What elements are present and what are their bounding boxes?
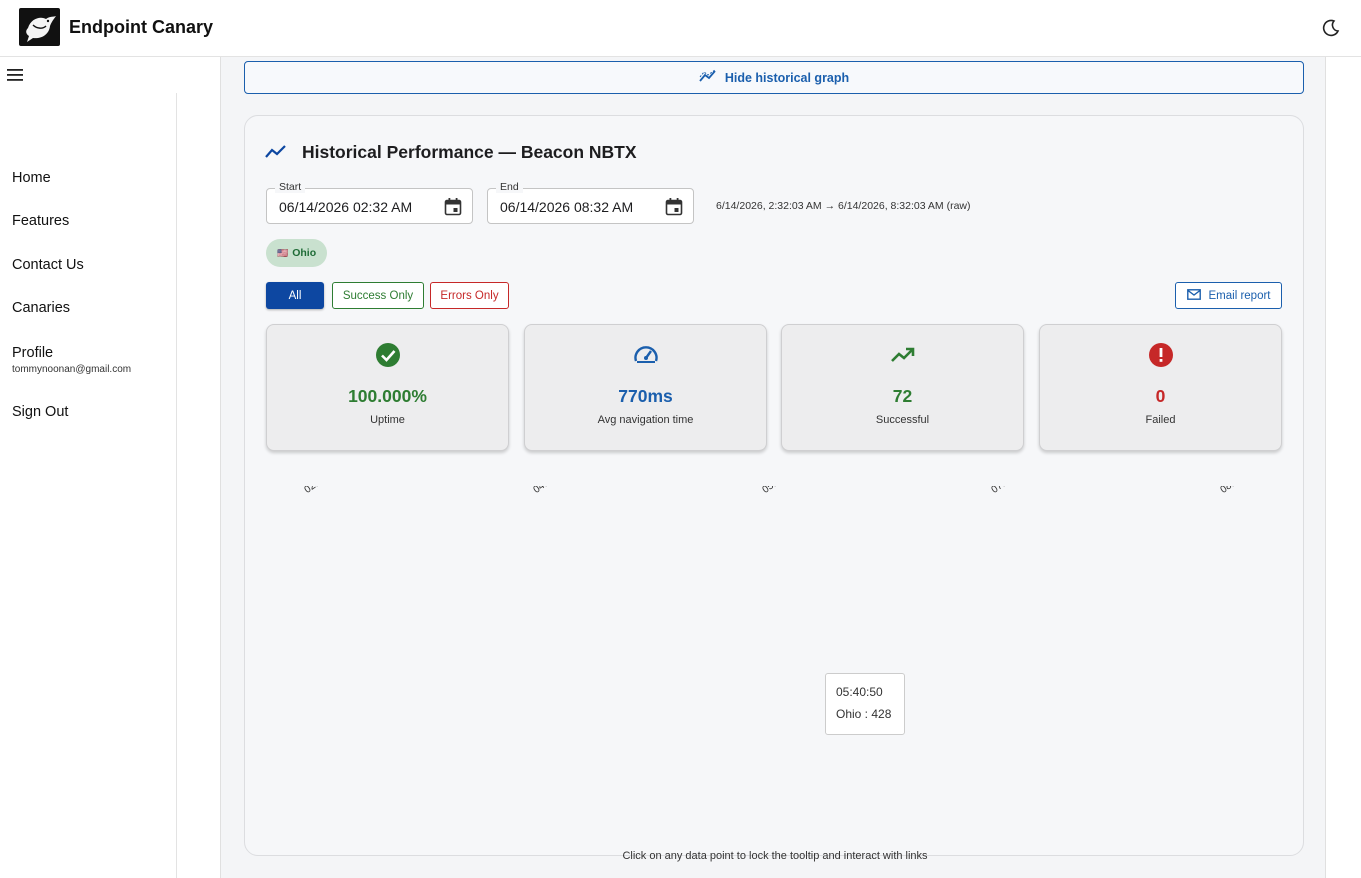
end-value: 06/14/2026 08:32 AM: [500, 199, 634, 215]
failed-label: Failed: [1145, 414, 1176, 426]
nav-home[interactable]: Home: [12, 170, 51, 186]
stat-card-avg-navigation: 770ms Avg navigation time: [524, 324, 767, 451]
x-tick-label: 02:35:49: [303, 486, 342, 496]
stat-card-successful: 72 Successful: [781, 324, 1024, 451]
x-tick-label: 05:39:09: [761, 486, 800, 496]
nav-profile[interactable]: Profile: [12, 345, 54, 361]
end-date-field[interactable]: End 06/14/2026 08:32 AM: [487, 181, 694, 224]
region-chip-ohio[interactable]: 🇺🇸 Ohio: [266, 239, 328, 267]
mail-icon: [1186, 288, 1201, 303]
trending-up-icon: [890, 342, 916, 368]
hide-graph-button[interactable]: Hide historical graph: [244, 61, 1304, 94]
start-date-field[interactable]: Start 06/14/2026 02:32 AM: [266, 181, 473, 224]
start-value: 06/14/2026 02:32 AM: [279, 199, 413, 215]
failed-value: 0: [1155, 386, 1166, 406]
avg-navigation-label: Avg navigation time: [597, 414, 694, 426]
main-content: Hide historical graph Historical Perform…: [220, 57, 1326, 878]
stat-card-uptime: 100.000% Uptime: [266, 324, 509, 451]
successful-value: 72: [892, 386, 913, 406]
x-tick-label: 07:10:49: [990, 486, 1029, 496]
us-flag-icon: 🇺🇸: [277, 247, 289, 258]
filter-all-button[interactable]: All: [266, 282, 324, 309]
nav-canaries[interactable]: Canaries: [12, 300, 71, 316]
uptime-label: Uptime: [370, 414, 405, 426]
calendar-icon[interactable]: [665, 197, 683, 217]
navigation-time-chart[interactable]: 020004000615802:35:4904:07:2905:39:0907:…: [245, 190, 1305, 806]
range-text: 6/14/2026, 2:32:03 AM → 6/14/2026, 8:32:…: [716, 200, 971, 212]
tooltip-value: Ohio : 428: [836, 707, 892, 721]
app-title: Endpoint Canary: [69, 17, 214, 37]
check-circle-icon: [375, 342, 401, 368]
filter-errors-button[interactable]: Errors Only: [430, 282, 509, 309]
x-tick-label: 04:07:29: [532, 486, 571, 496]
trend-line-icon: [265, 143, 287, 161]
end-label: End: [496, 181, 523, 193]
stat-card-failed: 0 Failed: [1039, 324, 1282, 451]
chart-line-icon: [699, 69, 717, 86]
hamburger-icon[interactable]: [7, 67, 25, 83]
historical-performance-card: Historical Performance — Beacon NBTX Sta…: [244, 115, 1305, 862]
profile-email: tommynoonan@gmail.com: [12, 364, 132, 375]
email-report-label: Email report: [1208, 289, 1271, 302]
chart-tooltip[interactable]: 05:40:50 Ohio : 428: [825, 673, 905, 735]
nav-features[interactable]: Features: [12, 213, 70, 229]
card-title: Historical Performance — Beacon NBTX: [302, 142, 637, 162]
region-chip-label: Ohio: [292, 247, 317, 259]
successful-label: Successful: [875, 414, 930, 426]
hide-graph-label: Hide historical graph: [724, 70, 850, 85]
speedometer-icon: [633, 342, 659, 368]
email-report-button[interactable]: Email report: [1175, 282, 1282, 309]
filter-success-button[interactable]: Success Only: [332, 282, 424, 309]
uptime-value: 100.000%: [348, 386, 427, 406]
x-tick-label: 08:30:55: [1219, 486, 1258, 496]
avg-navigation-value: 770ms: [618, 386, 673, 406]
canary-bird-logo[interactable]: [19, 8, 60, 46]
top-app-bar: Endpoint Canary: [0, 0, 1361, 57]
calendar-icon[interactable]: [444, 197, 462, 217]
tooltip-time: 05:40:50: [836, 685, 883, 699]
chart-svg[interactable]: 020004000615802:35:4904:07:2905:39:0907:…: [245, 190, 1305, 806]
chart-footnote: Click on any data point to lock the tool…: [622, 850, 928, 862]
error-icon: [1148, 342, 1174, 368]
sidebar: Home Features Contact Us Canaries Profil…: [0, 93, 177, 878]
nav-sign-out[interactable]: Sign Out: [12, 404, 69, 420]
start-label: Start: [275, 181, 306, 193]
nav-contact-us[interactable]: Contact Us: [12, 257, 84, 273]
moon-icon[interactable]: [1321, 18, 1341, 38]
